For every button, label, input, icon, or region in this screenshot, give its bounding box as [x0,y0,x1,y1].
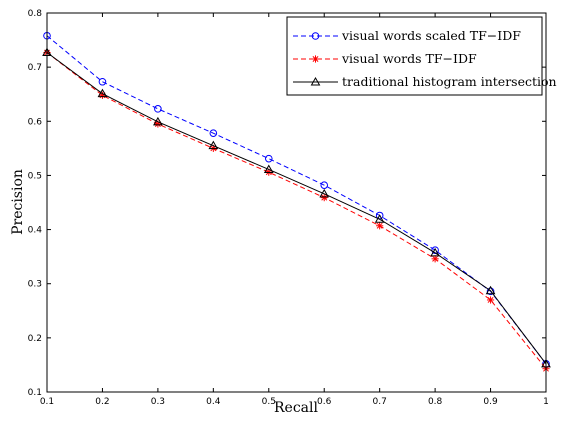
legend-marker [311,32,320,40]
data-point [486,296,495,304]
data-point [209,129,218,137]
data-point [319,188,330,198]
data-point [320,181,329,189]
y-tick-label: 0.1 [28,388,42,398]
data-point [97,88,108,98]
y-tick-label: 0.7 [28,63,42,73]
x-tick-label: 0.8 [428,397,443,407]
data-point [208,140,219,150]
legend: visual words scaled TF−IDF visual words T… [286,16,557,96]
legend-item: visual words TF−IDF [293,51,477,66]
tick-layer: 0.1 0.2 0.3 0.4 0.5 0.6 0.7 0.8 0.9 1 0.1 0.2 0.3 0.4… [28,9,549,407]
y-tick-label: 0.4 [28,226,43,236]
legend-marker [310,76,321,86]
x-tick-label: 0.2 [95,397,109,407]
x-tick-label: 0.9 [483,397,498,407]
data-point [376,222,384,230]
x-tick-label: 0.3 [151,397,165,407]
data-point [430,247,440,257]
data-point [485,285,496,295]
data-point [486,287,495,296]
data-point [98,77,107,86]
x-tick-label: 0.7 [373,397,387,407]
x-axis-title: Recall [274,400,318,416]
data-point [320,194,328,202]
plot-frame [46,12,547,393]
legend-item: traditional histogram intersection [293,74,557,89]
y-tick-label: 0.3 [28,280,42,290]
data-point [374,214,385,223]
legend-label: traditional histogram intersection [342,74,557,89]
series-layer [42,31,551,373]
data-point [154,105,162,113]
data-point [153,116,163,126]
y-tick-label: 0.2 [28,334,42,344]
x-tick-label: 0.6 [317,397,332,407]
legend-item: visual words scaled TF−IDF [293,28,521,43]
x-tick-label: 1 [543,397,549,407]
y-tick-label: 0.5 [28,171,42,181]
data-point [431,255,439,263]
x-tick-label: 0.1 [40,397,54,407]
y-tick-label: 0.8 [28,9,43,19]
y-tick-label: 0.6 [28,117,43,127]
x-tick-label: 0.4 [206,397,221,407]
series-line [46,52,547,365]
legend-marker [311,55,320,63]
x-tick-label: 0.5 [262,397,276,407]
series-line [46,52,547,370]
data-point [264,154,273,163]
series-3 [42,47,551,368]
legend-label: visual words TF−IDF [341,51,477,66]
legend-label: visual words scaled TF−IDF [341,28,521,43]
y-axis-title: Precision [10,169,26,235]
data-point [263,164,274,173]
